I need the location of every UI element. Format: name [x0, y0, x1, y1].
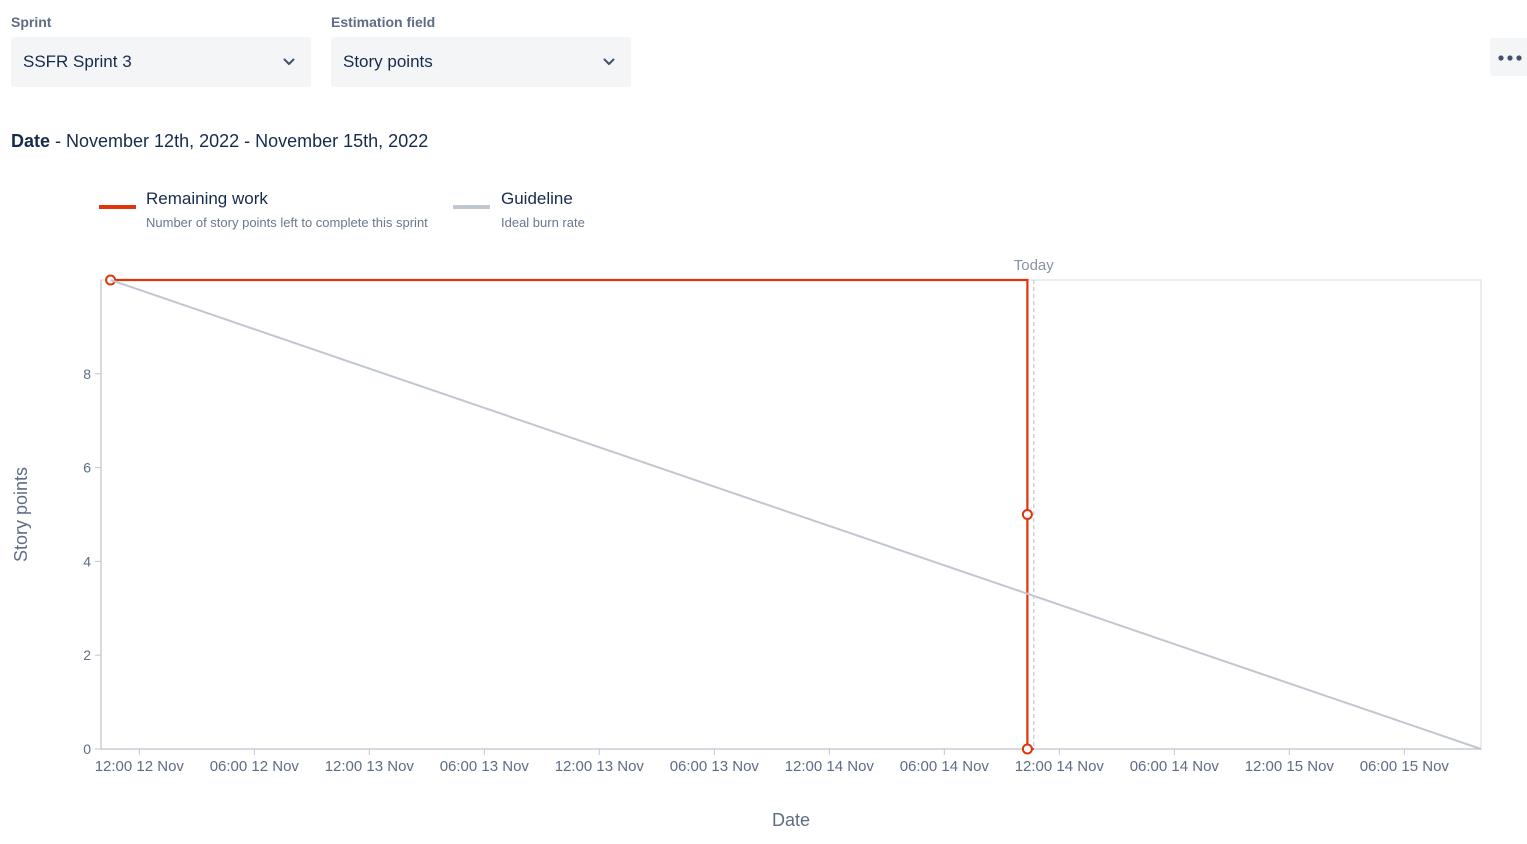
x-tick-label: 12:00 13 Nov	[555, 758, 645, 775]
plot-area-frame	[100, 279, 1482, 750]
today-label: Today	[1014, 257, 1055, 274]
legend-desc-remaining-work: Number of story points left to complete …	[146, 215, 428, 230]
data-point-remaining-work	[1021, 743, 1033, 755]
x-tick-label: 06:00 12 Nov	[210, 758, 300, 775]
more-actions-button[interactable]	[1490, 38, 1527, 76]
x-tick-label: 06:00 15 Nov	[1360, 758, 1450, 775]
x-tick-label: 12:00 12 Nov	[95, 758, 185, 775]
data-point-remaining-work	[1021, 509, 1033, 520]
x-tick-label: 12:00 13 Nov	[325, 758, 415, 775]
date-range-value: - November 12th, 2022 - November 15th, 2…	[50, 131, 429, 151]
x-tick-label: 12:00 15 Nov	[1245, 758, 1335, 775]
legend-swatch-remaining-work	[99, 205, 136, 209]
chevron-down-icon	[601, 54, 617, 70]
x-tick-label: 06:00 14 Nov	[1130, 758, 1220, 775]
date-range: Date - November 12th, 2022 - November 15…	[11, 131, 428, 152]
y-tick-label: 8	[83, 366, 91, 382]
y-tick-label: 6	[83, 460, 91, 476]
legend-desc-guideline: Ideal burn rate	[501, 215, 585, 230]
series-line-remaining-work	[110, 278, 1034, 751]
y-tick-label: 2	[83, 647, 91, 663]
series-line-guideline	[110, 279, 1482, 750]
data-point-remaining-work	[105, 274, 117, 286]
date-range-label: Date	[11, 131, 51, 151]
estimation-select-value: Story points	[343, 52, 433, 71]
sprint-select-value: SSFR Sprint 3	[23, 52, 132, 71]
legend-title-guideline: Guideline	[501, 189, 573, 208]
estimation-field-select[interactable]: Story points	[331, 37, 631, 87]
legend-swatch-guideline	[453, 205, 490, 209]
x-axis-title: Date	[772, 810, 810, 830]
y-axis-title: Story points	[11, 467, 31, 562]
y-tick-label: 0	[83, 741, 91, 757]
sprint-select[interactable]: SSFR Sprint 3	[11, 37, 311, 87]
x-tick-label: 06:00 13 Nov	[670, 758, 760, 775]
more-horizontal-icon	[1498, 48, 1522, 66]
chevron-down-icon	[281, 54, 297, 70]
x-tick-label: 12:00 14 Nov	[785, 758, 875, 775]
y-tick-label: 4	[83, 553, 91, 569]
x-tick-label: 06:00 13 Nov	[440, 758, 530, 775]
x-tick-label: 12:00 14 Nov	[1015, 758, 1105, 775]
x-tick-label: 06:00 14 Nov	[900, 758, 990, 775]
estimation-field-label: Estimation field	[331, 14, 436, 30]
sprint-label: Sprint	[11, 14, 52, 30]
legend-title-remaining-work: Remaining work	[146, 189, 268, 208]
